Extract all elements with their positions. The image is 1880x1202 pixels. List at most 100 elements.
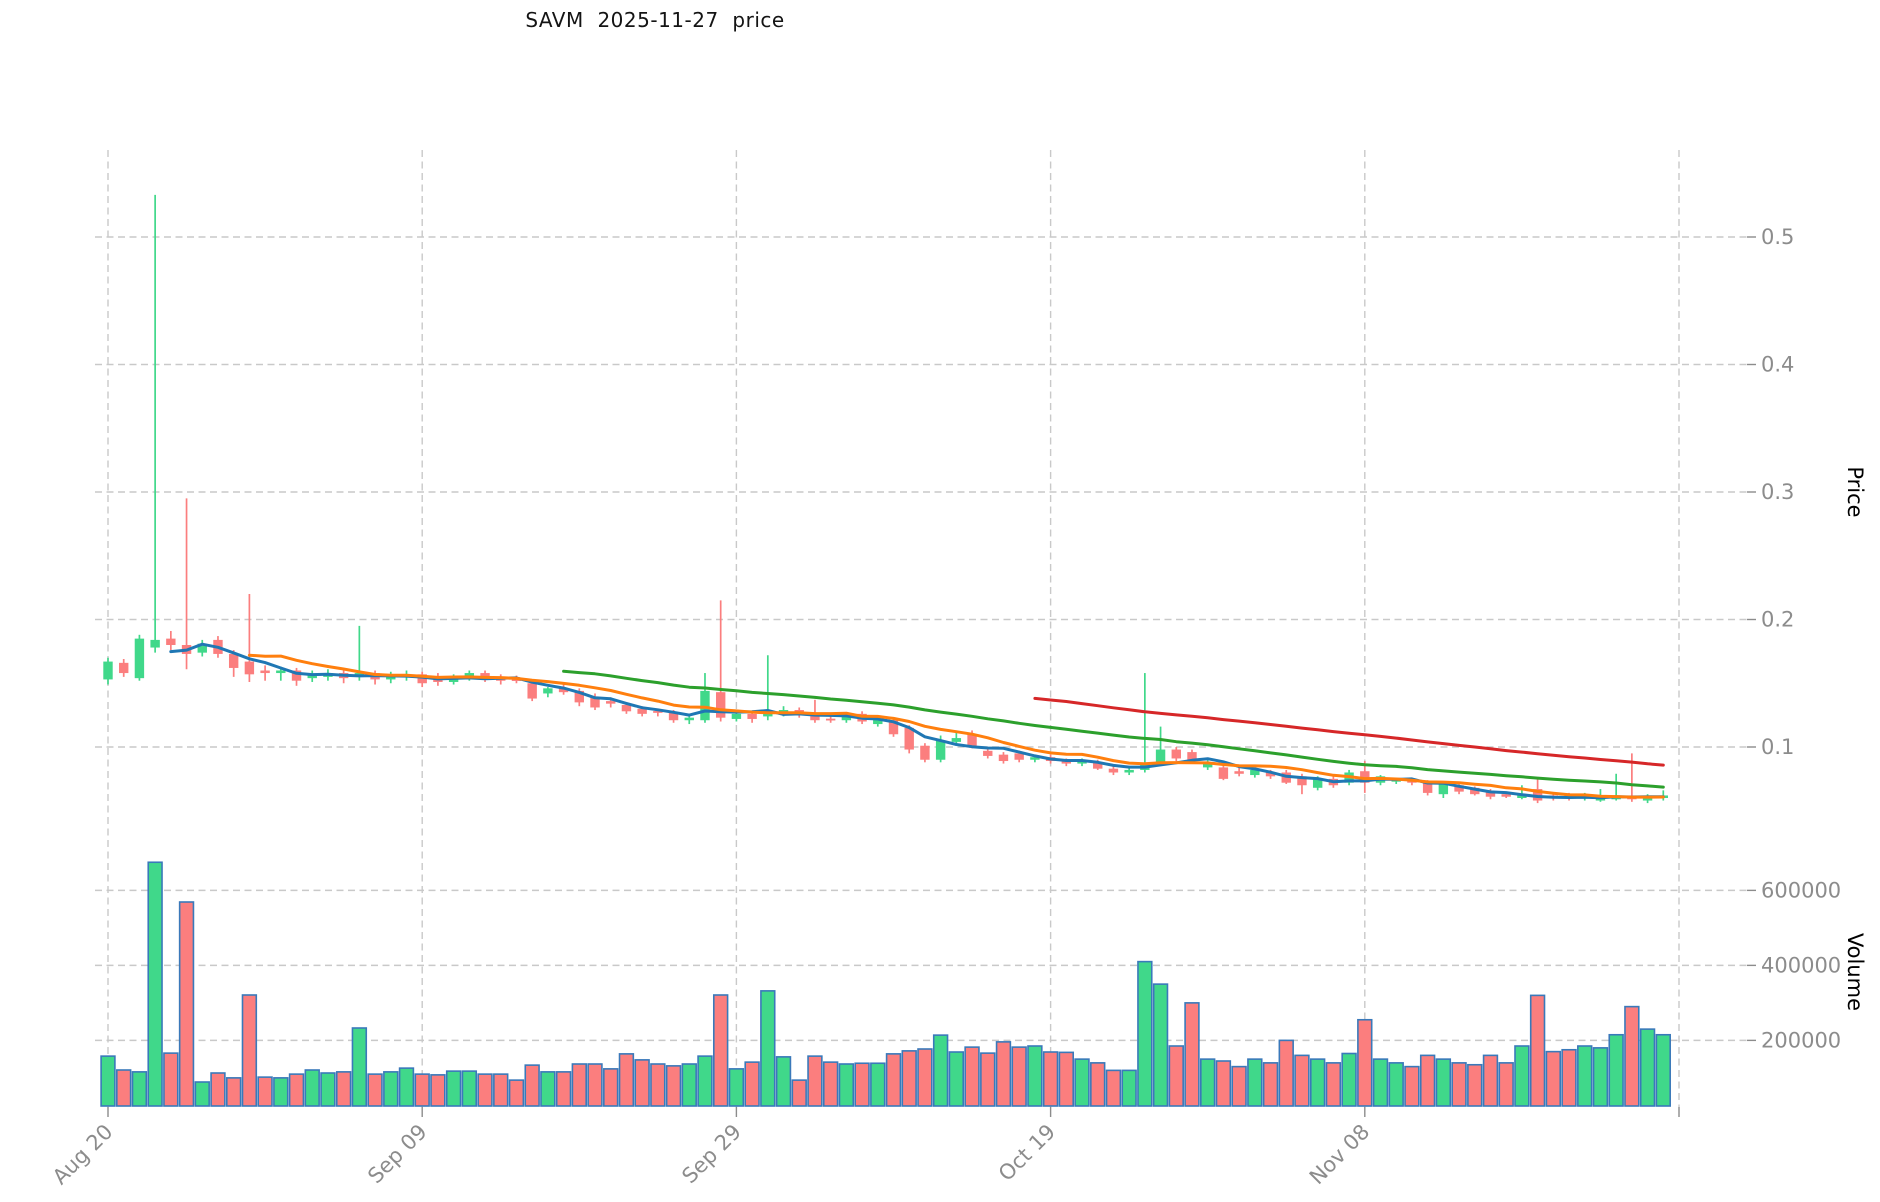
- volume-bar: [980, 1052, 996, 1107]
- price-tick-label: 0.4: [1761, 353, 1794, 377]
- volume-bar: [1514, 1045, 1530, 1107]
- volume-bar: [1592, 1047, 1609, 1107]
- volume-bar: [1451, 1062, 1467, 1107]
- candle-body: [244, 661, 255, 675]
- volume-bar: [1121, 1069, 1137, 1107]
- volume-bar: [1639, 1028, 1656, 1107]
- candle-body: [810, 715, 820, 721]
- volume-bar: [948, 1051, 965, 1107]
- volume-bar: [1011, 1046, 1027, 1107]
- volume-bar: [1624, 1005, 1640, 1107]
- volume-bar: [163, 1052, 179, 1107]
- volume-bar: [335, 1071, 352, 1107]
- date-tick-label: Nov 08: [1305, 1120, 1375, 1190]
- volume-bar: [1184, 1002, 1200, 1107]
- volume-bar: [367, 1073, 383, 1107]
- candle-body: [935, 740, 946, 760]
- candle-body: [276, 670, 286, 674]
- candle-body: [134, 638, 145, 679]
- volume-bar: [634, 1059, 650, 1107]
- price-tick-label: 0.3: [1761, 480, 1794, 504]
- candle-body: [590, 697, 600, 708]
- volume-bar: [116, 1069, 132, 1107]
- volume-bar: [1655, 1033, 1671, 1107]
- volume-bar: [1498, 1062, 1514, 1107]
- date-tick-label: Oct 19: [994, 1120, 1060, 1186]
- candle-body: [197, 643, 207, 653]
- candle-body: [888, 720, 899, 735]
- candle-body: [119, 662, 129, 674]
- volume-bar: [650, 1063, 666, 1107]
- volume-bar: [1231, 1065, 1247, 1107]
- volume-bar: [1341, 1052, 1357, 1107]
- date-tick-label: Sep 29: [677, 1120, 746, 1189]
- volume-bar: [304, 1069, 320, 1107]
- candle-body: [1077, 761, 1087, 764]
- volume-bar: [1608, 1033, 1624, 1107]
- volume-bar: [383, 1071, 399, 1107]
- volume-axis-title: Volume: [1843, 933, 1867, 1011]
- volume-bar: [618, 1053, 635, 1107]
- volume-bar: [1262, 1062, 1279, 1107]
- volume-bar: [1482, 1054, 1499, 1107]
- candle-body: [1312, 778, 1323, 788]
- volume-bar: [445, 1070, 462, 1107]
- volume-bar: [870, 1062, 886, 1107]
- tick-marks: [107, 236, 1756, 1117]
- ma10-line: [247, 653, 1665, 799]
- candle-body: [511, 679, 522, 681]
- ma5-line: [169, 642, 1665, 800]
- volume-bar: [681, 1063, 697, 1107]
- candle-body: [228, 653, 239, 668]
- volume-bar: [493, 1073, 509, 1107]
- volume-bar: [885, 1053, 902, 1107]
- volume-tick-label: 400000: [1761, 953, 1841, 977]
- candle-body: [1061, 761, 1072, 764]
- volume-bar: [571, 1063, 588, 1107]
- volume-bar: [1404, 1065, 1420, 1107]
- volume-bar: [1357, 1018, 1373, 1107]
- volume-bar: [1577, 1045, 1593, 1107]
- volume-bar: [147, 861, 163, 1107]
- volume-bar: [1372, 1058, 1389, 1107]
- candle-body: [873, 718, 883, 725]
- candle-body: [606, 701, 616, 704]
- candle-body: [1422, 782, 1433, 793]
- price-tick-label: 0.2: [1761, 608, 1794, 632]
- candle-body: [1501, 794, 1511, 797]
- candle-body: [747, 713, 757, 719]
- chart-title: SAVM 2025-11-27 price: [525, 8, 785, 32]
- candles: [103, 194, 1668, 804]
- candle-body: [150, 639, 160, 648]
- candle-body: [166, 638, 176, 645]
- volume-bars: [100, 861, 1671, 1107]
- date-tick-label: Aug 20: [48, 1120, 118, 1190]
- candle-body: [291, 670, 302, 681]
- candle-body: [1108, 768, 1119, 773]
- volume-bar: [587, 1063, 603, 1107]
- volume-bar: [744, 1061, 760, 1107]
- price-axis-title: Price: [1843, 466, 1867, 517]
- candle-body: [1485, 791, 1496, 797]
- gridlines: [95, 150, 1747, 1107]
- volume-bar: [273, 1077, 289, 1107]
- candle-body: [1360, 771, 1370, 783]
- volume-bar: [1215, 1060, 1232, 1107]
- volume-bar: [100, 1055, 116, 1107]
- volume-bar: [178, 901, 195, 1107]
- volume-bar: [351, 1027, 368, 1107]
- volume-bar: [540, 1071, 556, 1107]
- candle-body: [951, 738, 962, 742]
- volume-bar: [194, 1081, 210, 1107]
- volume-bar: [1152, 983, 1169, 1107]
- candle-body: [904, 727, 914, 750]
- volume-bar: [210, 1072, 226, 1107]
- candle-body: [920, 745, 930, 760]
- volume-bar: [760, 990, 776, 1107]
- volume-bar: [524, 1064, 540, 1107]
- volume-bar: [791, 1079, 807, 1107]
- candle-body: [417, 674, 427, 684]
- candle-body: [527, 683, 537, 699]
- candle-body: [653, 711, 663, 713]
